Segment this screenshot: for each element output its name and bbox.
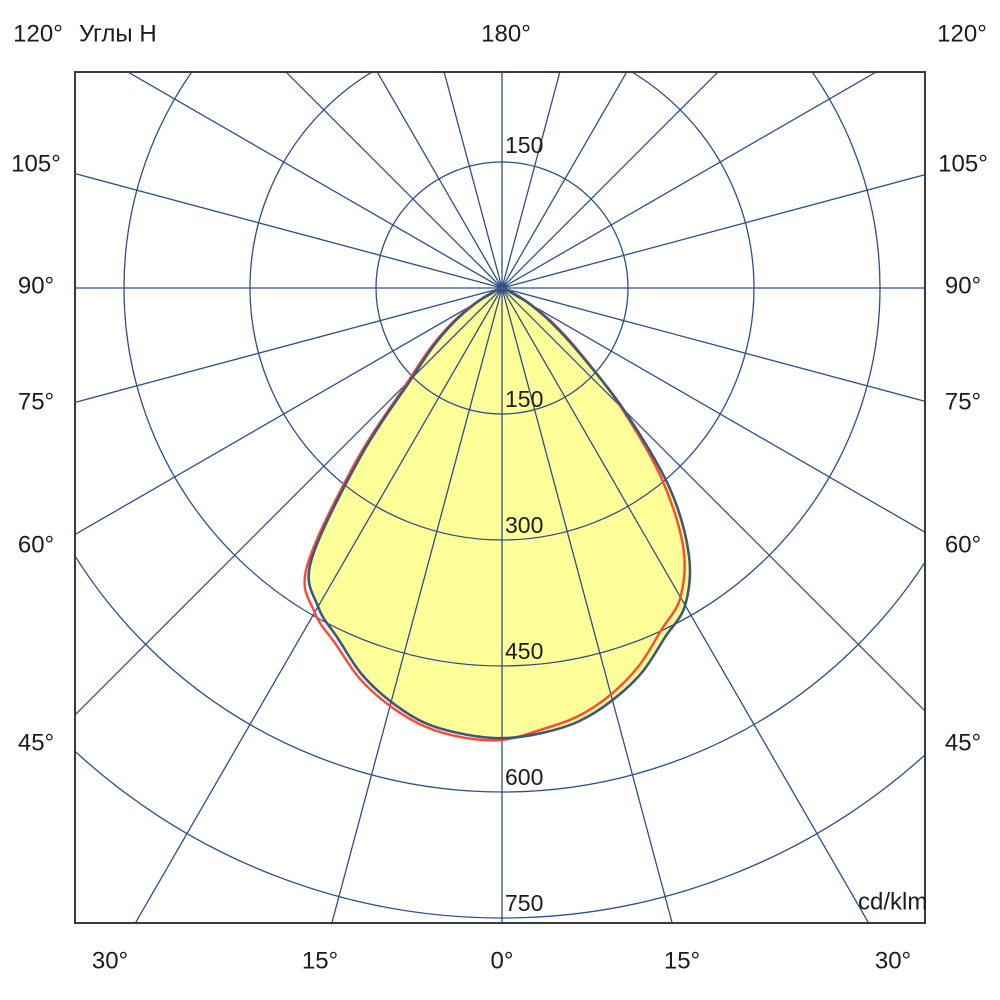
grid-ray-315	[75, 287, 503, 716]
grid-ray-150	[501, 72, 628, 289]
grid-ray-135	[501, 72, 719, 289]
plot-frame	[74, 71, 926, 924]
angle-label-top-0: 120°	[13, 20, 63, 48]
grid-ray-195	[443, 72, 503, 289]
angle-label-bottom-4: 30°	[874, 947, 912, 975]
grid-ray-120	[501, 72, 878, 289]
grid-ray-345	[331, 287, 503, 923]
grid-ray-15	[501, 287, 673, 923]
grid-ray-240	[126, 72, 503, 289]
ring-label-4-600: 600	[505, 764, 544, 791]
grid-ray-45	[501, 287, 925, 712]
angle-label-right-3: 60°	[944, 531, 982, 559]
angle-label-bottom-3: 15°	[663, 947, 701, 975]
angle-label-top-2: 120°	[937, 20, 987, 48]
beam-fill	[308, 288, 691, 739]
angles-plane-title: Углы H	[79, 20, 157, 48]
grid-ray-165	[501, 72, 561, 289]
angle-label-left-4: 45°	[17, 729, 55, 757]
grid-ray-285	[75, 287, 503, 404]
grid-ray-30	[501, 287, 870, 923]
angle-label-left-2: 75°	[17, 388, 55, 416]
unit-label: cd/klm	[858, 888, 928, 916]
ring-label-3-450: 450	[505, 638, 544, 665]
ring-label-1-150: 150	[505, 386, 544, 413]
grid-ray-330	[134, 287, 503, 923]
angle-label-right-2: 75°	[944, 388, 982, 416]
angle-label-left-1: 90°	[17, 272, 55, 300]
ring-label-2-300: 300	[505, 512, 544, 539]
grid-ray-75	[501, 287, 925, 403]
grid-ray-225	[285, 72, 503, 289]
grid-ray-210	[376, 72, 503, 289]
grid-ray-300	[75, 287, 503, 536]
grid-ray-255	[75, 172, 503, 289]
grid-ray-60	[501, 287, 925, 533]
angle-label-top-1: 180°	[481, 20, 531, 48]
angle-label-bottom-2: 0°	[490, 947, 514, 975]
angle-label-left-0: 105°	[11, 150, 61, 178]
angle-label-right-4: 45°	[944, 729, 982, 757]
curve-plane-main	[307, 286, 692, 740]
ring-label-0-150: 150	[505, 132, 544, 159]
angle-label-bottom-1: 15°	[301, 947, 339, 975]
ring-label-5-750: 750	[505, 890, 544, 917]
angle-label-right-1: 90°	[944, 272, 982, 300]
grid-ray-105	[501, 173, 925, 289]
angle-label-right-0: 105°	[938, 150, 988, 178]
angle-label-bottom-0: 30°	[91, 947, 129, 975]
angle-label-left-3: 60°	[17, 531, 55, 559]
